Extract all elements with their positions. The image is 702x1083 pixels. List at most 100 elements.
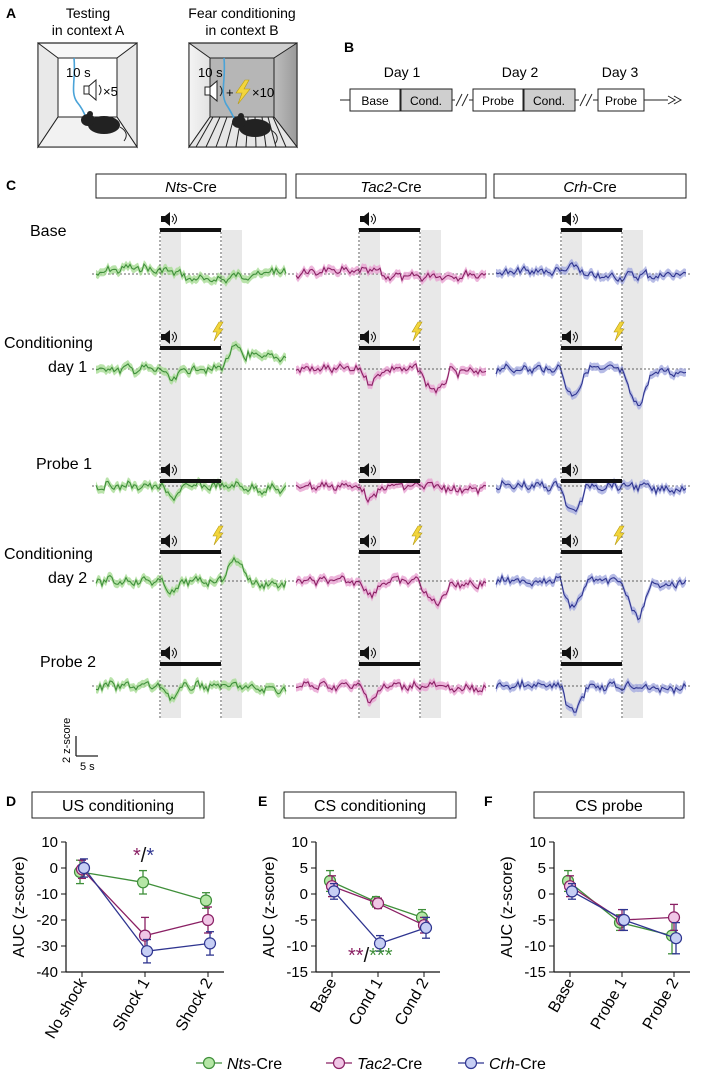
- trace-sem-band: [496, 572, 686, 624]
- trace-line: [95, 479, 287, 502]
- trace-line: [295, 680, 487, 704]
- data-point: [667, 911, 681, 924]
- shock-icon: [212, 525, 224, 546]
- row-label: day 2: [48, 570, 87, 587]
- row-label: Conditioning: [4, 335, 93, 352]
- timeline-break: [455, 93, 593, 107]
- context-b-box: 10 s + ×10: [188, 42, 299, 149]
- panel-c-letter: C: [6, 177, 16, 193]
- cs-bar: [160, 228, 221, 232]
- speaker-icon: [562, 212, 578, 226]
- data-point: [203, 937, 217, 950]
- significance-marker: */*: [133, 845, 154, 867]
- significance-part: **: [348, 945, 364, 967]
- legend-marker: [332, 1056, 346, 1070]
- fc-title-1: Fear conditioning: [188, 5, 295, 21]
- panel-c: C Nts-Cre Tac2-Cre Crh-Cre Base Conditio…: [4, 173, 692, 773]
- fc-title-2: in context B: [205, 22, 278, 38]
- timeline-box-cond: [400, 88, 453, 112]
- panel-d-letter: D: [6, 793, 16, 809]
- speaker-icon: [204, 79, 223, 103]
- y-tick-label: 10: [41, 834, 58, 851]
- data-point: [201, 913, 215, 927]
- speaker-icon: [562, 534, 578, 548]
- context-a-box: 10 s ×5: [37, 42, 138, 149]
- trace-line: [495, 678, 687, 713]
- x-tick-label: Cond 2: [392, 975, 433, 1028]
- legend-label: Nts-Cre: [227, 1056, 282, 1073]
- significance-marker: **/***: [348, 945, 393, 967]
- chart-title-box: [31, 791, 205, 819]
- y-axis-label: AUC (z-score): [499, 856, 516, 957]
- cs-onset-window: [360, 230, 380, 718]
- cs-bar: [359, 662, 420, 666]
- us-window: [421, 230, 441, 718]
- y-tick-label: -10: [286, 938, 308, 955]
- speaker-icon: [360, 212, 376, 226]
- cs-bar: [561, 662, 622, 666]
- panel-e: E CS conditioning: [258, 791, 457, 819]
- legend-label: Crh-Cre: [489, 1056, 546, 1073]
- significance-part: ***: [369, 945, 393, 967]
- y-tick-label: 10: [529, 834, 546, 851]
- chart-title: US conditioning: [62, 798, 174, 815]
- cs-bar: [561, 346, 622, 350]
- cs-bar: [160, 662, 221, 666]
- significance-part: *: [133, 845, 141, 867]
- chart-d: 10 0 -10 -20 -30 -40 AUC (z-score) No shock Shoc…: [11, 834, 224, 1042]
- x-tick-label: Probe 1: [588, 975, 631, 1032]
- y-tick-label: 5: [538, 860, 546, 877]
- data-point: [371, 897, 385, 910]
- y-tick-label: 0: [300, 886, 308, 903]
- line-header-label: Crh-Cre: [563, 179, 616, 196]
- scale-bar-x-label: 5 s: [80, 761, 95, 773]
- cs-bar: [359, 346, 420, 350]
- trace-line: [495, 574, 687, 621]
- day-label: Day 1: [384, 64, 421, 80]
- legend: Nts-Cre Tac2-Cre Crh-Cre: [196, 1056, 546, 1073]
- y-tick-label: -20: [36, 912, 58, 929]
- timeline-box-base: [349, 88, 401, 112]
- y-tick-label: -40: [36, 964, 58, 981]
- testing-title-2: in context A: [52, 22, 125, 38]
- x-tick-label: No shock: [42, 975, 91, 1042]
- data-point: [373, 937, 387, 950]
- panel-d: D US conditioning: [6, 791, 205, 819]
- y-tick-label: -10: [36, 886, 58, 903]
- x-tick-label: Base: [546, 975, 579, 1015]
- line-header: [493, 173, 687, 199]
- significance-part: /: [141, 845, 147, 867]
- trace-line: [295, 265, 487, 283]
- cs-bar: [561, 550, 622, 554]
- x-tick-label: Base: [308, 975, 341, 1015]
- testing-time: 10 s: [66, 65, 91, 80]
- y-tick-label: -10: [524, 938, 546, 955]
- chart-e: 10 5 0 -5 -10 -15 AUC (z-score) Base Cond 1 Cond …: [261, 834, 440, 1029]
- scale-bar-y-label: 2 z-score: [61, 718, 73, 763]
- line-header: [295, 173, 487, 199]
- data-point: [327, 885, 341, 898]
- significance-part: *: [146, 845, 154, 867]
- speaker-icon: [161, 534, 177, 548]
- data-point: [669, 932, 683, 945]
- legend-marker: [464, 1056, 478, 1070]
- trace-sem-band: [296, 677, 486, 707]
- shock-icon: [411, 321, 423, 342]
- line-header: [95, 173, 287, 199]
- timeline-box-label: Probe: [482, 94, 514, 108]
- legend-item-tac2: Tac2-Cre: [326, 1056, 422, 1073]
- trace-line: [495, 479, 687, 513]
- line-header-label: Nts-Cre: [165, 179, 217, 196]
- cs-bar: [160, 479, 221, 483]
- y-tick-label: -5: [295, 912, 308, 929]
- chart-f: 10 5 0 -5 -10 -15 AUC (z-score) Base Probe 1 Prob…: [499, 834, 690, 1033]
- trace-line: [295, 363, 487, 395]
- chart-title-box: [533, 791, 685, 819]
- y-tick-label: 5: [300, 860, 308, 877]
- data-point: [140, 945, 154, 958]
- speaker-icon: [161, 212, 177, 226]
- cs-onset-window: [161, 230, 181, 718]
- panel-b: B Day 1 Day 2 Day 3 Base Cond. Probe Con…: [340, 39, 683, 112]
- trace-sem-band: [96, 260, 286, 287]
